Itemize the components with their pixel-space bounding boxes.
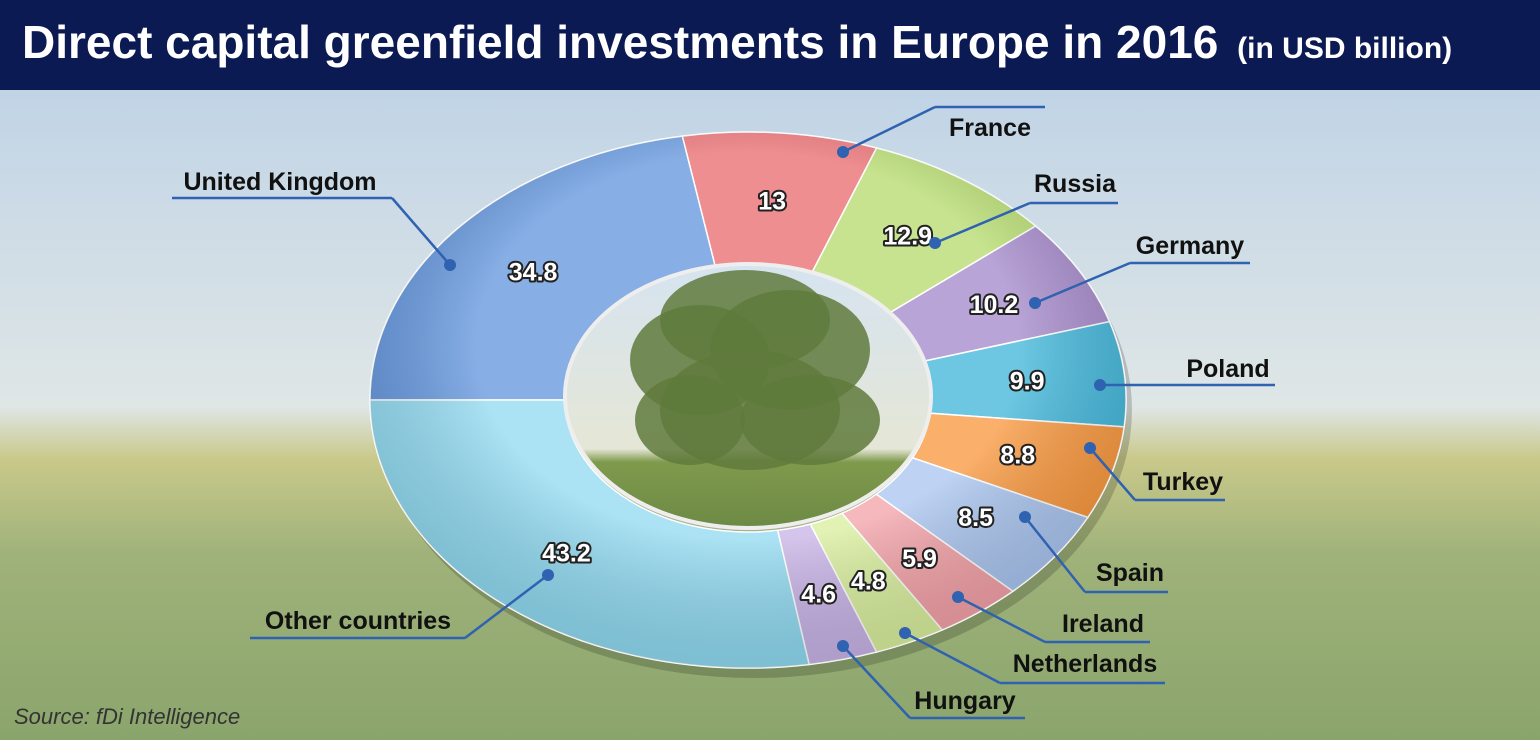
value-label: 9.9 [1010,367,1045,395]
leader-line [934,201,1031,245]
leader-line [842,105,936,154]
tree [660,270,830,370]
leader-dot [1084,442,1096,454]
category-label: Hungary [914,687,1016,715]
tree [660,350,840,470]
value-label: 4.8 [851,568,886,596]
source: Source: fDi Intelligence [14,704,240,729]
leader-dot [1029,297,1041,309]
leader-dot [542,569,554,581]
leader-line [1034,261,1131,305]
leader-dot [837,640,849,652]
value-label: 43.2 [542,539,591,567]
subtitle: (in USD billion) [1237,32,1452,65]
value-label: 34.8 [509,258,558,286]
category-label: Russia [1034,170,1117,198]
leader-line [904,631,1001,685]
value-label: 10.2 [970,291,1019,319]
leader-dot [1019,511,1031,523]
value-label: 8.8 [1000,442,1035,470]
value-label: 5.9 [902,545,937,573]
donut: 34.8 13 12.9 10.2 9.9 8.8 8.5 5.9 4.8 4.6 43.2 [369,131,1132,678]
title: Direct capital greenfield investments in… [22,16,1218,68]
value-label: 4.6 [801,581,836,609]
value-label: 12.9 [883,223,932,251]
title-bar [0,0,1540,90]
leader-line [1089,447,1136,501]
leader-dot [952,591,964,603]
category-label: United Kingdom [183,168,376,196]
leader-line [464,574,549,639]
category-label: Spain [1096,559,1164,587]
leader-line [1024,516,1086,593]
category-label: Poland [1186,355,1269,383]
leader-line [957,595,1046,644]
leader-dot [899,627,911,639]
category-label: Other countries [265,607,451,635]
leader-dot [1094,379,1106,391]
value-label: 8.5 [958,504,993,532]
leader-line [391,197,451,266]
category-label: France [949,114,1031,142]
category-label: Netherlands [1013,650,1157,678]
category-label: Germany [1136,232,1244,260]
value-label: 13 [758,188,786,216]
chart-title: Direct capital greenfield investments in… [22,16,1452,68]
category-label: Turkey [1143,468,1223,496]
leader-dot [444,259,456,271]
leader-dot [837,146,849,158]
leader-line [842,645,911,719]
leader-dot [929,237,941,249]
category-label: Ireland [1062,610,1144,638]
